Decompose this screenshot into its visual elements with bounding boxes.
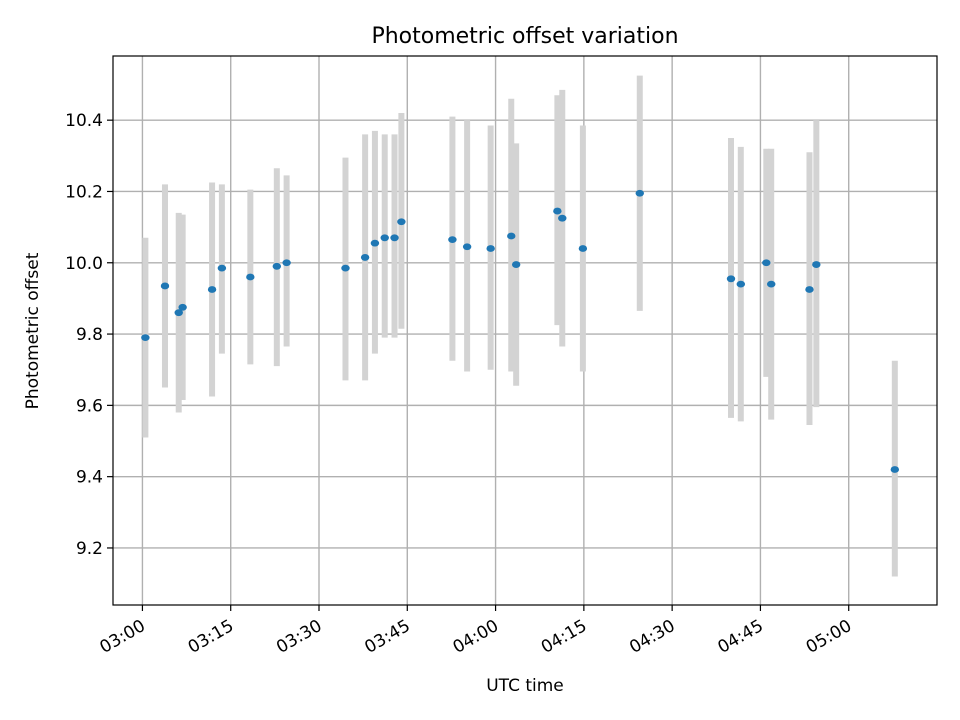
data-point [448,236,457,243]
y-axis-ticks: 9.2 9.4 9.6 9.8 10.0 10.2 10.4 [65,111,113,559]
data-point [207,286,217,293]
data-point [360,254,370,261]
data-point [726,275,736,283]
data-point [380,234,389,242]
y-tick-label: 10.0 [65,254,103,274]
data-point [397,218,406,226]
x-tick-label: 04:00 [450,616,502,658]
data-point [178,303,187,311]
data-point [370,239,380,247]
data-point [217,264,227,272]
x-tick-label: 03:30 [273,616,325,658]
x-axis-label: UTC time [486,676,564,696]
data-point [890,466,900,473]
data-point [762,259,771,267]
data-point [272,262,282,270]
x-tick-label: 05:00 [803,616,855,658]
y-tick-label: 10.4 [65,111,103,131]
plot-frame [112,55,938,606]
error-bars [142,75,898,577]
data-point [558,214,567,222]
y-tick-label: 9.8 [76,325,103,345]
x-tick-label: 04:30 [626,616,678,658]
data-point [511,261,521,268]
x-tick-label: 04:45 [714,616,766,658]
data-point [341,264,350,272]
y-tick-label: 9.6 [76,396,103,416]
x-axis-ticks: 03:00 03:15 03:30 03:45 04:00 04:15 04:30 04:45… [96,605,855,658]
data-points [141,189,900,473]
data-point [553,207,562,215]
x-tick-label: 03:45 [361,616,413,658]
data-point [578,245,588,252]
y-tick-label: 9.4 [76,468,103,488]
data-point [282,259,291,267]
data-point [635,189,644,197]
y-tick-label: 10.2 [65,182,103,202]
data-point [246,273,255,281]
x-tick-label: 03:00 [96,616,148,658]
data-point [812,261,821,268]
data-point [486,245,495,252]
data-point [462,243,472,251]
x-tick-label: 04:15 [538,616,590,658]
data-point [736,280,746,288]
y-axis-label: Photometric offset [23,252,43,409]
data-point [390,234,399,242]
data-point [805,286,814,293]
data-point [141,334,150,342]
x-tick-label: 03:15 [185,616,237,658]
data-point [507,232,516,240]
chart-title: Photometric offset variation [371,24,678,49]
y-tick-label: 9.2 [76,539,103,559]
data-point [767,280,776,288]
data-point [160,282,170,290]
data-point [174,309,183,317]
